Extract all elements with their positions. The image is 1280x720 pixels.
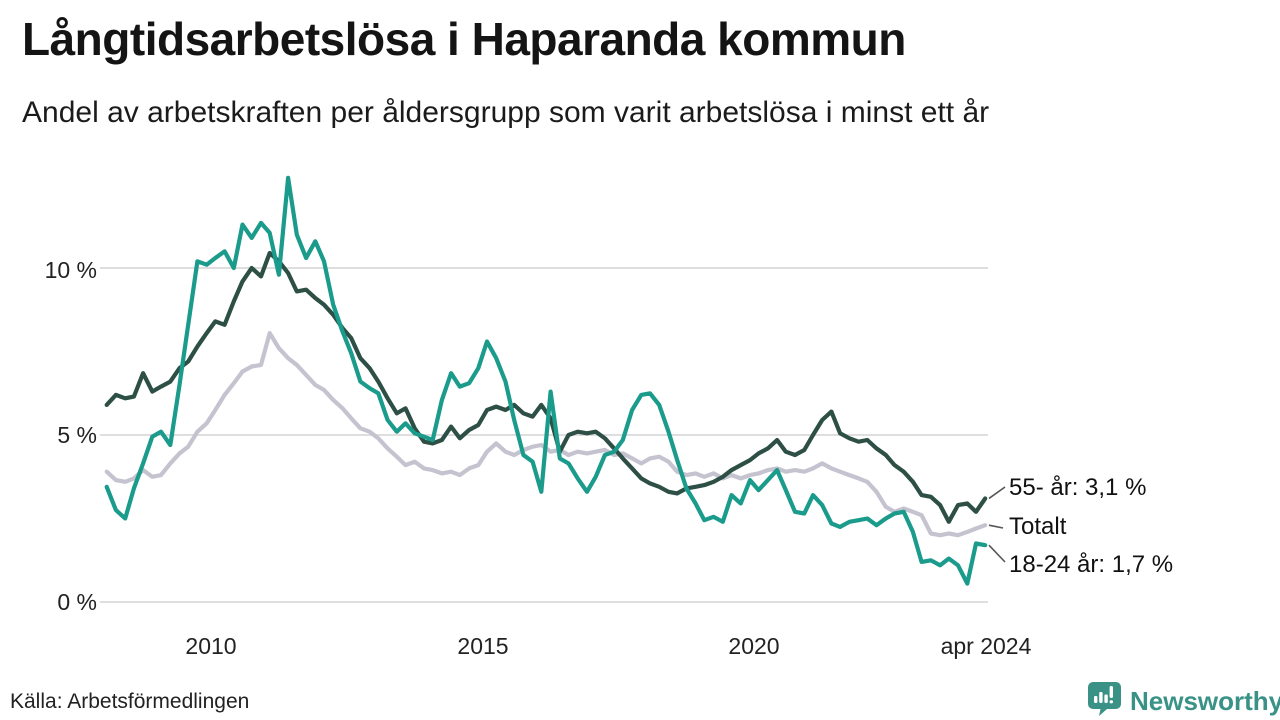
- page-subtitle: Andel av arbetskraften per åldersgrupp s…: [22, 96, 990, 129]
- series-line-older: [104, 250, 988, 524]
- x-axis-tick-2010: 2010: [185, 633, 237, 659]
- label-connector-total: [988, 524, 1004, 529]
- series-line-young: [104, 175, 988, 586]
- x-axis-tick-2020: 2020: [728, 633, 780, 659]
- label-connector-young: [988, 544, 1006, 563]
- x-axis-tick-apr-2024: apr 2024: [940, 633, 1032, 659]
- series-end-label-55: 55- år: 3,1 %: [1009, 474, 1147, 501]
- newsworthy-brand: Newsworthy: [1086, 680, 1280, 720]
- series-end-label-18-24: 18-24 år: 1,7 %: [1009, 551, 1174, 578]
- x-axis-tick-2015: 2015: [457, 633, 509, 659]
- label-connector-older: [988, 486, 1006, 500]
- source-credit: Källa: Arbetsförmedlingen: [10, 690, 250, 713]
- y-axis-tick-10: 10 %: [44, 257, 97, 283]
- y-axis-tick-0: 0 %: [57, 589, 97, 615]
- series-end-label-totalt: Totalt: [1009, 513, 1067, 540]
- newsworthy-logo-icon: [1086, 680, 1123, 720]
- page-title: Långtidsarbetslösa i Haparanda kommun: [22, 13, 906, 65]
- y-axis-tick-5: 5 %: [57, 422, 97, 448]
- newsworthy-wordmark: Newsworthy: [1130, 685, 1280, 716]
